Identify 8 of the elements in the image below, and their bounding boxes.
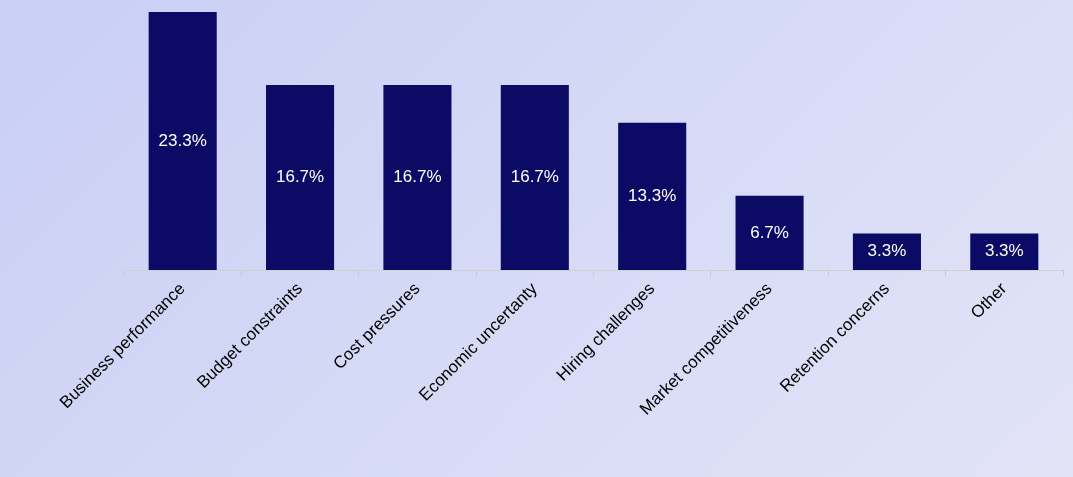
data-label: 6.7% xyxy=(750,222,789,242)
data-label: 16.7% xyxy=(393,167,442,187)
data-label: 16.7% xyxy=(510,167,559,187)
data-label: 23.3% xyxy=(158,130,207,150)
data-label: 3.3% xyxy=(984,241,1024,261)
data-label: 13.3% xyxy=(628,186,677,206)
data-label: 3.3% xyxy=(867,241,907,261)
data-label: 16.7% xyxy=(275,167,325,187)
